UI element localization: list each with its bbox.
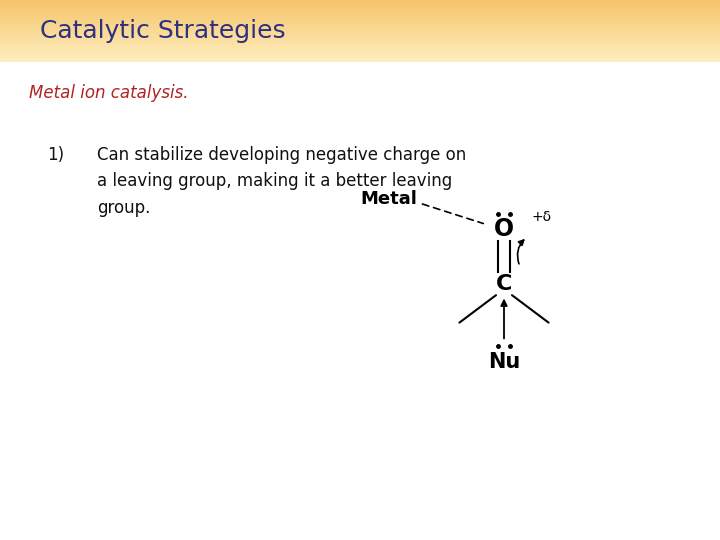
Bar bbox=[0, 9, 720, 10]
Bar bbox=[0, 17, 720, 18]
FancyArrowPatch shape bbox=[518, 240, 523, 264]
Bar bbox=[0, 0, 720, 1]
Bar bbox=[0, 13, 720, 14]
Bar bbox=[0, 57, 720, 58]
Bar bbox=[0, 3, 720, 4]
Bar bbox=[0, 62, 720, 540]
Bar bbox=[0, 49, 720, 50]
Bar bbox=[0, 42, 720, 43]
Bar bbox=[0, 44, 720, 45]
Bar bbox=[0, 15, 720, 16]
Bar bbox=[0, 10, 720, 11]
Bar bbox=[0, 46, 720, 47]
Bar bbox=[0, 12, 720, 13]
Bar bbox=[0, 16, 720, 17]
Text: Metal ion catalysis.: Metal ion catalysis. bbox=[29, 84, 189, 102]
Bar bbox=[0, 45, 720, 46]
Bar bbox=[0, 30, 720, 31]
Bar bbox=[0, 19, 720, 20]
Bar bbox=[0, 52, 720, 53]
Bar bbox=[0, 11, 720, 12]
Bar bbox=[0, 18, 720, 19]
Bar bbox=[0, 5, 720, 6]
Bar bbox=[0, 8, 720, 9]
Bar bbox=[0, 2, 720, 3]
Bar bbox=[0, 39, 720, 40]
Bar bbox=[0, 58, 720, 59]
Bar bbox=[0, 21, 720, 22]
Bar bbox=[0, 26, 720, 28]
Bar bbox=[0, 50, 720, 51]
Bar bbox=[0, 29, 720, 30]
Bar bbox=[0, 61, 720, 62]
Bar bbox=[0, 23, 720, 24]
Bar bbox=[0, 53, 720, 54]
Bar bbox=[0, 28, 720, 29]
Text: Metal: Metal bbox=[361, 190, 418, 208]
Bar bbox=[0, 54, 720, 55]
Bar bbox=[0, 22, 720, 23]
Bar bbox=[0, 35, 720, 36]
Bar bbox=[0, 33, 720, 34]
Text: Can stabilize developing negative charge on
a leaving group, making it a better : Can stabilize developing negative charge… bbox=[97, 146, 467, 217]
Bar bbox=[0, 4, 720, 5]
Text: +δ: +δ bbox=[531, 210, 552, 224]
Bar bbox=[0, 36, 720, 37]
Bar bbox=[0, 38, 720, 39]
Bar bbox=[0, 31, 720, 32]
Bar bbox=[0, 48, 720, 49]
Bar bbox=[0, 1, 720, 2]
Text: C: C bbox=[496, 274, 512, 294]
Bar bbox=[0, 40, 720, 41]
Bar bbox=[0, 20, 720, 21]
Bar bbox=[0, 55, 720, 56]
Text: O: O bbox=[494, 217, 514, 241]
FancyArrowPatch shape bbox=[501, 300, 507, 339]
Text: 1): 1) bbox=[47, 146, 64, 164]
Bar bbox=[0, 43, 720, 44]
Bar bbox=[0, 51, 720, 52]
Bar bbox=[0, 7, 720, 8]
Text: Catalytic Strategies: Catalytic Strategies bbox=[40, 19, 285, 43]
Bar bbox=[0, 14, 720, 15]
Bar bbox=[0, 32, 720, 33]
Bar bbox=[0, 37, 720, 38]
Bar bbox=[0, 34, 720, 35]
Bar bbox=[0, 59, 720, 60]
Bar bbox=[0, 47, 720, 48]
Bar bbox=[0, 41, 720, 42]
Bar bbox=[0, 24, 720, 25]
Bar bbox=[0, 56, 720, 57]
Text: Nu: Nu bbox=[488, 352, 520, 372]
Bar bbox=[0, 25, 720, 26]
Bar bbox=[0, 60, 720, 61]
Bar bbox=[0, 6, 720, 7]
